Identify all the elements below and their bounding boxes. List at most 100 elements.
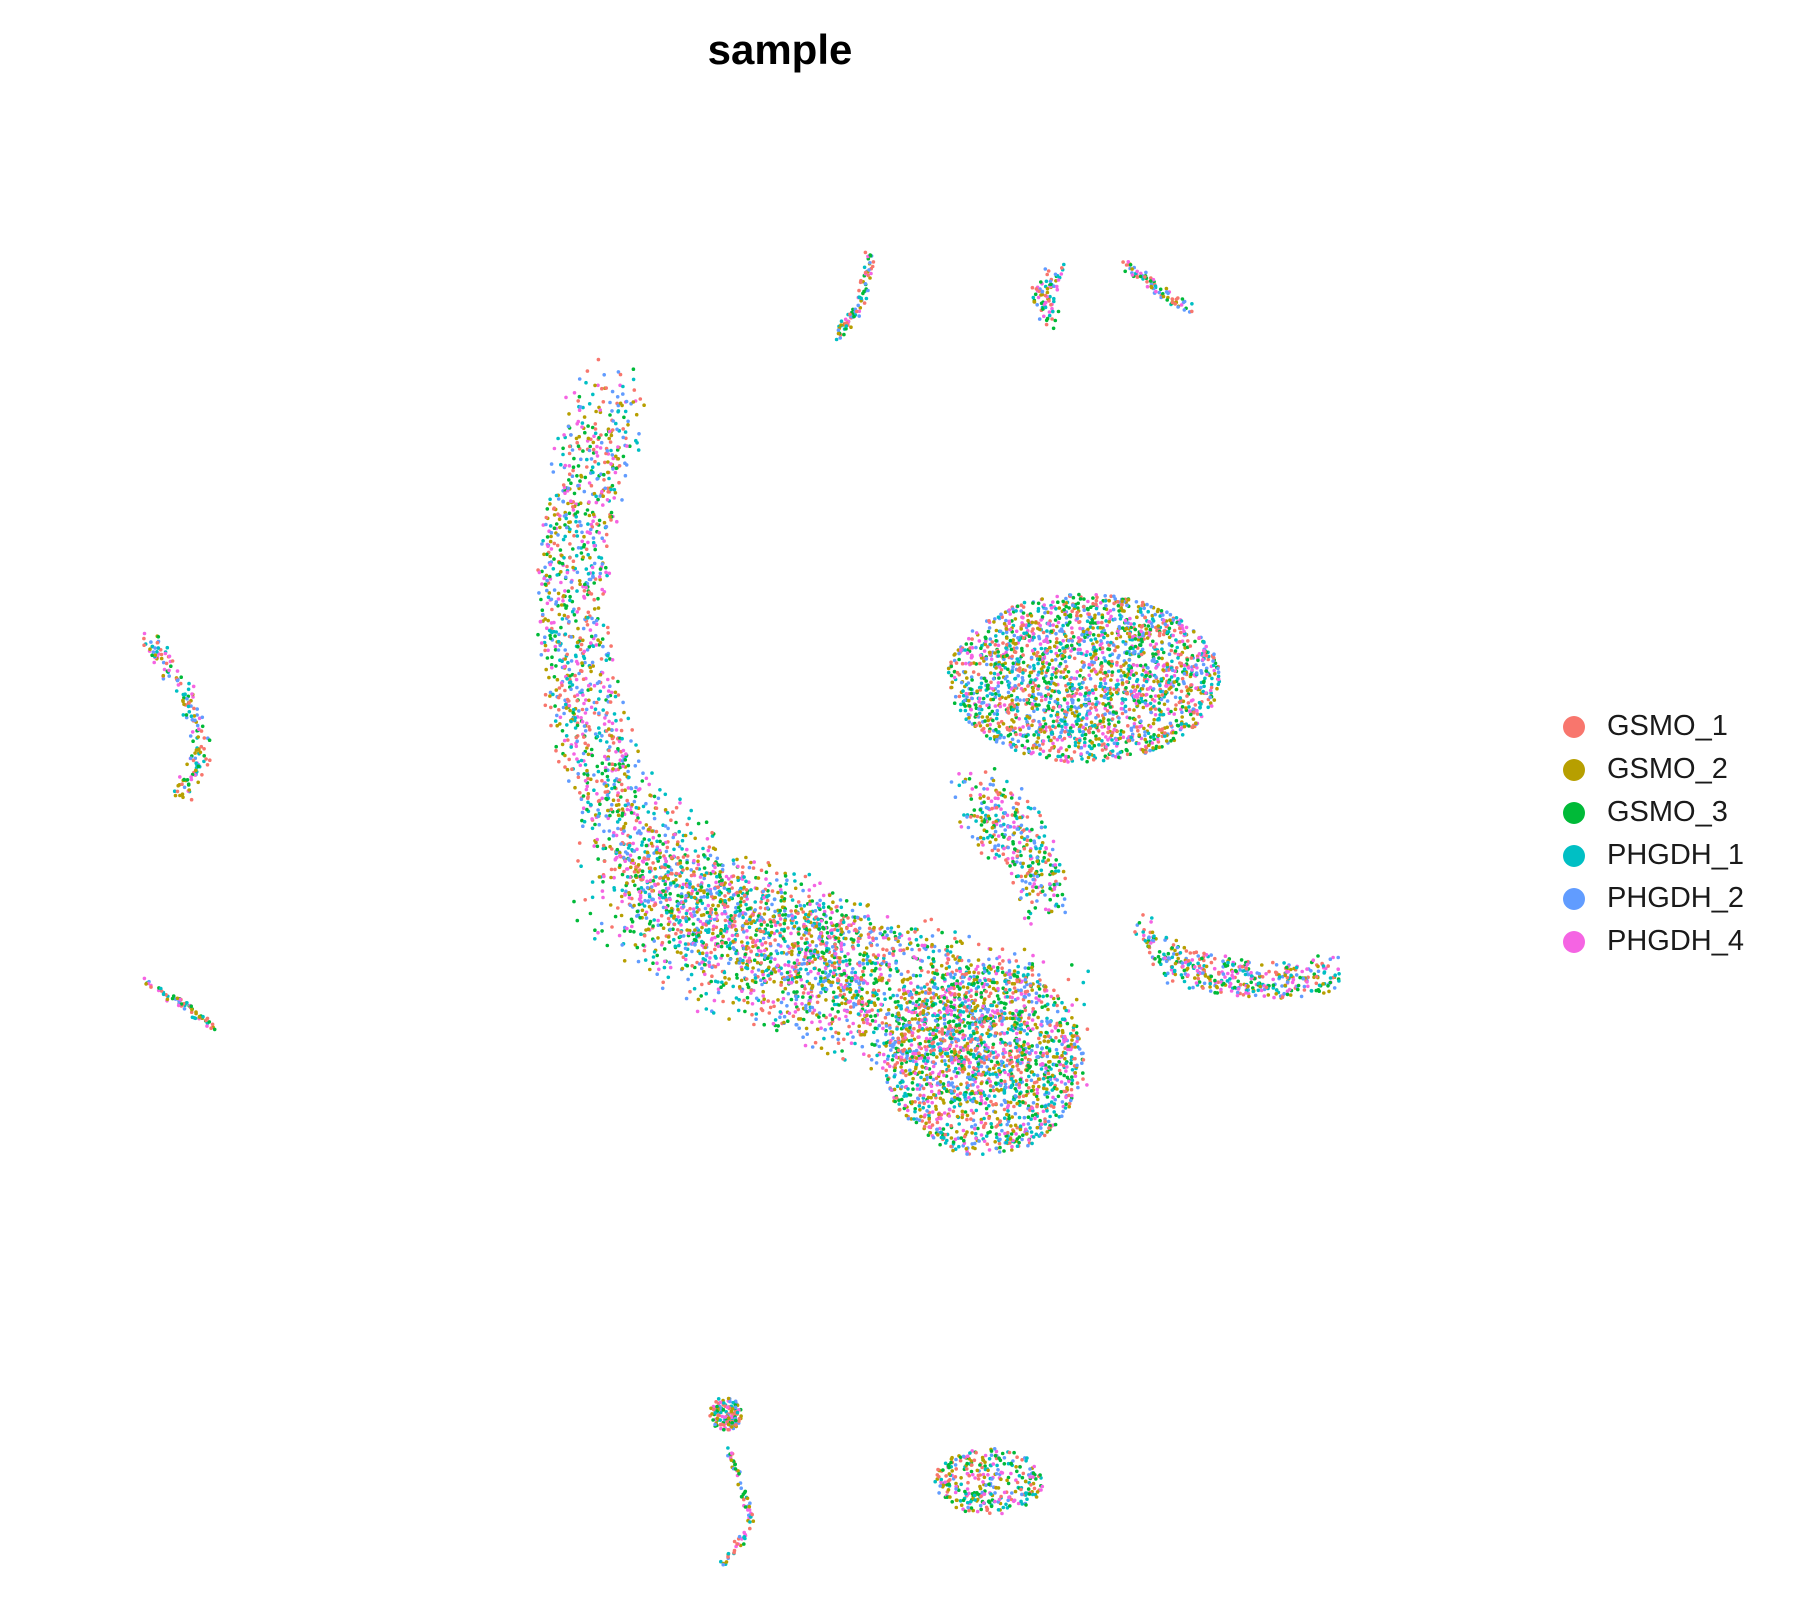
data-point	[593, 633, 598, 638]
data-point	[982, 969, 987, 974]
data-point	[804, 912, 808, 917]
data-point	[685, 860, 689, 865]
data-point	[672, 937, 676, 942]
data-point	[1031, 1135, 1036, 1139]
data-point	[563, 523, 567, 527]
data-point	[1045, 1054, 1050, 1059]
data-point	[804, 967, 808, 972]
data-point	[557, 517, 562, 522]
data-point	[602, 874, 606, 879]
data-point	[975, 964, 980, 969]
data-point	[903, 1023, 908, 1028]
data-point	[995, 1087, 999, 1092]
data-point	[966, 1072, 971, 1076]
data-point	[1015, 974, 1020, 979]
data-point	[587, 500, 591, 504]
data-point	[769, 971, 774, 975]
data-point	[758, 918, 762, 923]
data-point	[567, 779, 571, 783]
data-point	[584, 547, 589, 552]
data-point	[1055, 1051, 1060, 1056]
data-point	[903, 1032, 907, 1037]
data-point	[962, 1005, 967, 1009]
data-point	[865, 1017, 870, 1022]
data-point	[987, 957, 991, 962]
data-point	[991, 1088, 996, 1093]
data-point	[1076, 1085, 1080, 1090]
data-point	[907, 937, 912, 941]
data-point	[914, 956, 918, 961]
data-point	[1008, 975, 1013, 980]
data-point	[856, 1001, 861, 1006]
data-point	[646, 857, 651, 861]
data-point	[566, 738, 570, 742]
data-point	[979, 1098, 984, 1103]
data-point	[684, 919, 689, 924]
data-point	[917, 1005, 921, 1010]
data-point	[1086, 969, 1090, 974]
data-point	[828, 1013, 832, 1017]
data-point	[979, 1041, 984, 1045]
data-point	[1014, 1008, 1019, 1013]
data-point	[722, 903, 727, 907]
data-point	[640, 908, 645, 913]
data-point	[706, 903, 711, 908]
data-point	[615, 820, 620, 824]
data-point	[985, 1010, 990, 1014]
data-point	[575, 474, 579, 478]
data-point	[815, 950, 820, 954]
data-point	[620, 754, 625, 758]
data-point	[790, 898, 795, 902]
data-point	[571, 505, 575, 509]
data-point	[1056, 1094, 1061, 1099]
data-point	[636, 959, 641, 964]
data-point	[577, 377, 582, 381]
data-point	[596, 638, 600, 642]
data-point	[1025, 1132, 1029, 1136]
data-point	[552, 446, 557, 451]
data-point	[745, 959, 750, 963]
data-point	[616, 445, 620, 449]
data-point	[902, 977, 906, 982]
data-point	[587, 513, 592, 518]
data-point	[891, 1042, 895, 1046]
data-point	[637, 890, 642, 894]
data-point	[836, 986, 841, 990]
data-point	[946, 957, 951, 962]
data-point	[548, 562, 553, 567]
data-point	[1051, 1105, 1056, 1109]
data-point	[724, 981, 728, 985]
data-point	[663, 824, 668, 828]
data-point	[853, 970, 858, 975]
data-point	[672, 922, 677, 927]
data-point	[620, 872, 625, 877]
data-point	[792, 924, 797, 929]
data-point	[1002, 1031, 1007, 1036]
data-point	[917, 1070, 922, 1075]
data-point	[579, 473, 583, 478]
data-point	[575, 698, 579, 703]
data-point	[970, 1037, 975, 1042]
data-point	[741, 865, 745, 869]
data-point	[680, 847, 684, 851]
data-point	[549, 530, 554, 535]
data-point	[798, 974, 802, 979]
data-point	[965, 1152, 969, 1156]
data-point	[1070, 1093, 1074, 1098]
data-point	[992, 1000, 996, 1004]
data-point	[593, 732, 598, 736]
data-point	[548, 690, 553, 695]
data-point	[582, 772, 586, 776]
data-point	[1029, 1078, 1034, 1083]
data-point	[693, 928, 697, 932]
data-point	[939, 1130, 943, 1135]
data-point	[674, 878, 678, 882]
data-point	[611, 419, 615, 423]
data-point	[647, 838, 651, 842]
data-point	[946, 999, 950, 1003]
data-point	[552, 675, 557, 679]
data-point	[626, 763, 631, 768]
data-point	[745, 995, 750, 1000]
data-point	[655, 850, 659, 855]
data-point	[954, 940, 959, 944]
